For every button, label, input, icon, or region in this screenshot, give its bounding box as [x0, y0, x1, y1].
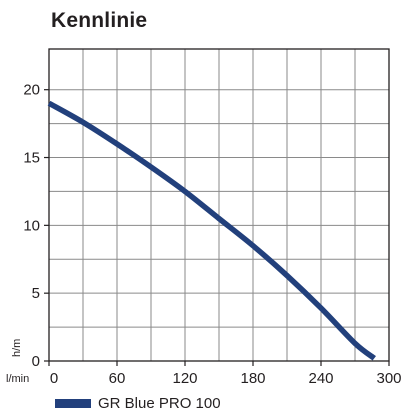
- y-tick-label: 20: [23, 82, 40, 99]
- y-axis-label: h/m: [11, 339, 23, 357]
- x-tick-label: 240: [308, 370, 333, 387]
- y-tick-label: 0: [32, 353, 40, 370]
- chart-title: Kennlinie: [51, 9, 148, 32]
- y-axis-ticks: 0 5 10 15 20: [23, 82, 49, 370]
- series-group: [47, 100, 376, 361]
- x-tick-label: 180: [240, 370, 265, 387]
- plot-area-frame: [48, 48, 390, 362]
- y-tick-label: 5: [32, 285, 40, 302]
- chart-grid: [48, 49, 390, 362]
- x-tick-label: 120: [172, 370, 197, 387]
- series-line: [47, 100, 376, 361]
- legend-swatch: [55, 399, 91, 408]
- y-tick-label: 10: [23, 217, 40, 234]
- legend-label: GR Blue PRO 100: [98, 395, 221, 412]
- x-tick-label: 0: [50, 370, 58, 387]
- x-tick-label: 60: [109, 370, 126, 387]
- y-tick-label: 15: [23, 150, 40, 167]
- x-axis-label: l/min: [6, 373, 29, 385]
- legend: GR Blue PRO 100: [55, 395, 221, 412]
- x-axis-ticks: 0 60 120 180 240 300: [48, 361, 402, 387]
- x-tick-label: 300: [376, 370, 401, 387]
